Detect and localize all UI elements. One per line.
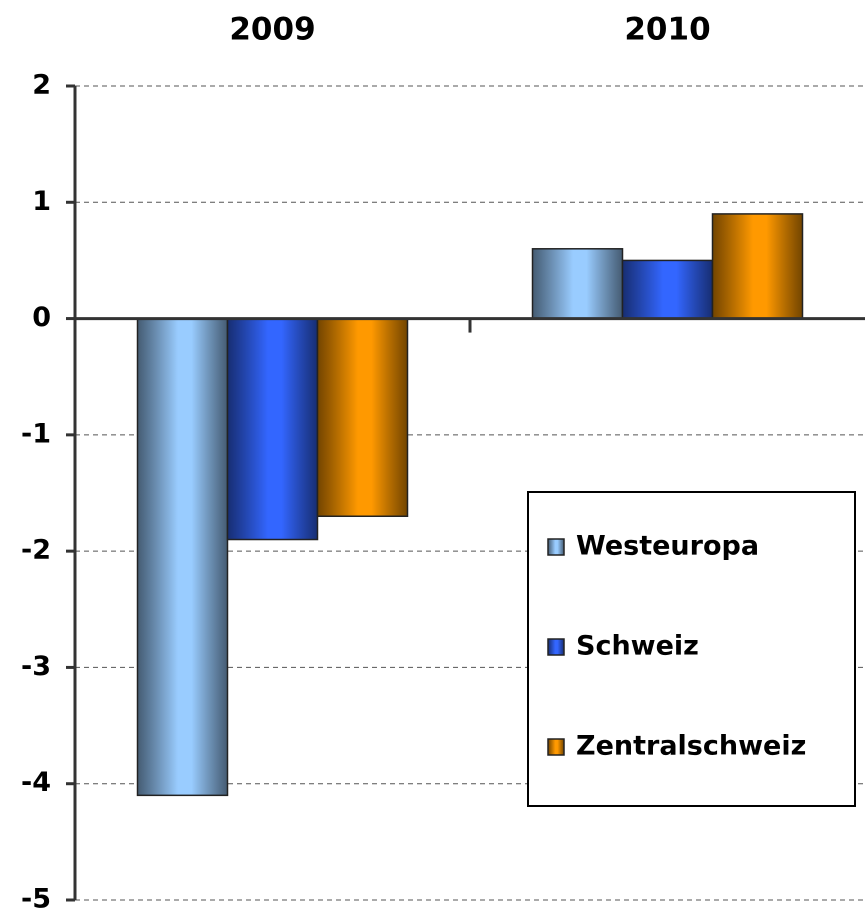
legend-label: Westeuropa [576,531,759,562]
y-tick-label: -5 [21,884,51,913]
y-tick-label: 2 [32,70,51,101]
x-tick-label: 2010 [624,12,710,48]
legend-swatch [547,638,565,656]
y-tick-label: -1 [21,418,51,449]
legend-box [527,491,856,807]
y-tick-label: -2 [21,535,51,566]
x-tick-label: 2009 [229,12,315,48]
bar [621,259,714,320]
y-tick-label: 1 [32,186,51,217]
legend-swatch [547,538,565,556]
bar [531,248,624,320]
bar [226,317,319,541]
y-tick-label: 0 [32,302,51,333]
y-tick-label: -3 [21,651,51,682]
legend-swatch [547,738,565,756]
bar [316,317,409,518]
legend-label: Zentralschweiz [576,731,806,762]
bar [136,317,229,797]
y-tick-label: -4 [21,767,51,798]
bar [711,213,804,320]
legend-label: Schweiz [576,631,699,662]
